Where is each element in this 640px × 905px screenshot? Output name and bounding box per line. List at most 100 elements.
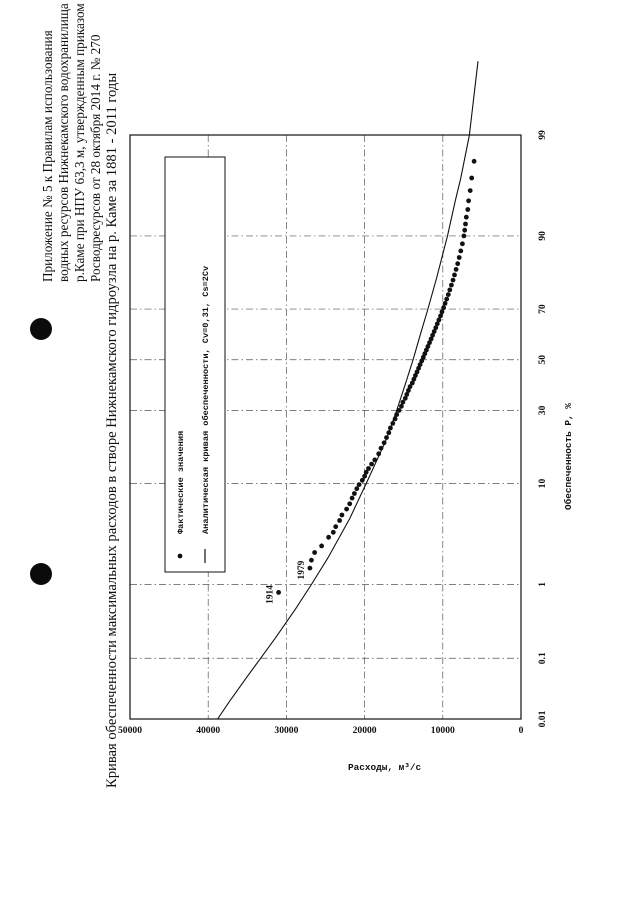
- x-tick-label: 0.1: [537, 652, 548, 664]
- data-point: [347, 501, 353, 507]
- x-tick-label: 1: [537, 582, 548, 587]
- data-point: [450, 277, 456, 283]
- data-point: [449, 282, 454, 288]
- legend-marker-dot: [177, 553, 183, 559]
- data-point: [326, 534, 331, 540]
- y-tick-label: 10000: [431, 725, 455, 736]
- x-tick-label: 10: [537, 479, 548, 489]
- x-tick-label: 50: [537, 355, 548, 365]
- legend-label: Фактические значения: [176, 431, 186, 534]
- data-point: [400, 399, 406, 405]
- y-tick-label: 0: [519, 725, 524, 736]
- data-point: [356, 482, 362, 487]
- data-point: [463, 221, 468, 227]
- data-point: [413, 373, 418, 378]
- data-point: [417, 362, 423, 367]
- data-point: [431, 329, 437, 334]
- data-point: [330, 529, 336, 535]
- y-axis-title: Расходы, м³/с: [348, 762, 422, 773]
- x-tick-label: 70: [537, 304, 548, 314]
- data-point: [430, 332, 435, 338]
- data-point: [339, 512, 345, 518]
- legend-box: [164, 156, 226, 573]
- data-point: [425, 344, 431, 349]
- year-annotation: 1914: [266, 585, 276, 604]
- data-point: [309, 557, 314, 563]
- x-tick-label: 99: [537, 130, 548, 140]
- data-point: [433, 325, 439, 331]
- data-point: [402, 395, 408, 401]
- data-point: [469, 175, 475, 181]
- data-point: [445, 292, 451, 297]
- chart-ticks: 0.01 0.1 1 10 30 50 70 90 99 0 10000 20000 30000 4000…: [118, 130, 548, 736]
- data-point: [409, 380, 415, 386]
- data-point: [467, 188, 473, 194]
- data-point: [399, 403, 404, 409]
- data-point: [369, 461, 374, 467]
- data-point: [372, 457, 378, 463]
- data-point: [424, 347, 429, 353]
- data-point: [463, 214, 469, 220]
- plot-frame: [129, 134, 522, 720]
- data-point: [438, 313, 443, 319]
- data-point: [452, 272, 457, 278]
- data-point: [442, 301, 448, 306]
- data-point: [366, 466, 371, 471]
- data-point: [461, 233, 467, 239]
- legend: Фактические значения Аналитическая крива…: [164, 156, 226, 573]
- data-point: [386, 430, 392, 436]
- appendix-line: р.Каме при НПУ 63,3 м, утвержденным прик…: [72, 3, 87, 282]
- data-point: [349, 495, 355, 501]
- data-point: [388, 425, 393, 431]
- appendix-line: Приложение № 5 к Правилам использования: [40, 30, 55, 282]
- data-point: [414, 369, 420, 375]
- data-point: [384, 435, 389, 440]
- data-point: [362, 473, 367, 479]
- data-point: [447, 287, 453, 293]
- data-point: [276, 590, 281, 595]
- data-point: [466, 198, 471, 204]
- y-tick-label: 50000: [118, 725, 142, 736]
- data-point: [352, 491, 357, 496]
- data-point: [427, 340, 432, 346]
- data-point: [455, 261, 461, 267]
- x-tick-label: 0.01: [537, 710, 548, 727]
- data-point: [439, 309, 445, 315]
- data-point: [419, 358, 425, 364]
- data-point: [337, 518, 342, 523]
- analytic-curve: [217, 61, 479, 720]
- data-point: [406, 388, 411, 393]
- data-point: [465, 207, 471, 212]
- year-annotation: 1979: [297, 560, 307, 579]
- y-tick-label: 20000: [353, 725, 377, 736]
- x-tick-label: 90: [537, 231, 548, 241]
- x-axis-title: Обеспеченность P, %: [563, 403, 574, 510]
- appendix-line: водных ресурсов Нижнекамского водохранил…: [56, 0, 71, 282]
- data-point: [407, 384, 413, 390]
- data-point: [441, 305, 446, 311]
- data-point: [376, 451, 382, 457]
- appendix-line: Росводресурсов от 28 октября 2014 г. № 2…: [88, 34, 103, 282]
- chart-title: Кривая обеспеченности максимальных расхо…: [104, 73, 120, 788]
- data-point: [462, 227, 468, 233]
- data-point: [390, 421, 396, 426]
- data-point: [436, 317, 442, 323]
- annotations: 1914 1979: [266, 560, 307, 603]
- data-point: [333, 524, 339, 530]
- data-point: [319, 543, 324, 549]
- data-point: [312, 550, 317, 555]
- data-point: [420, 354, 426, 360]
- data-point: [396, 408, 402, 413]
- data-point: [434, 321, 440, 327]
- data-point: [363, 469, 369, 475]
- y-tick-label: 40000: [196, 725, 220, 736]
- data-point: [344, 506, 349, 512]
- data-point: [404, 392, 410, 397]
- legend-label: Аналитическая кривая обеспеченности, Cv=…: [200, 266, 211, 534]
- appendix-header: Приложение № 5 к Правилам использования …: [40, 0, 103, 282]
- data-point: [453, 267, 459, 272]
- data-point: [422, 351, 428, 357]
- data-point: [444, 296, 450, 302]
- y-tick-label: 30000: [274, 725, 298, 736]
